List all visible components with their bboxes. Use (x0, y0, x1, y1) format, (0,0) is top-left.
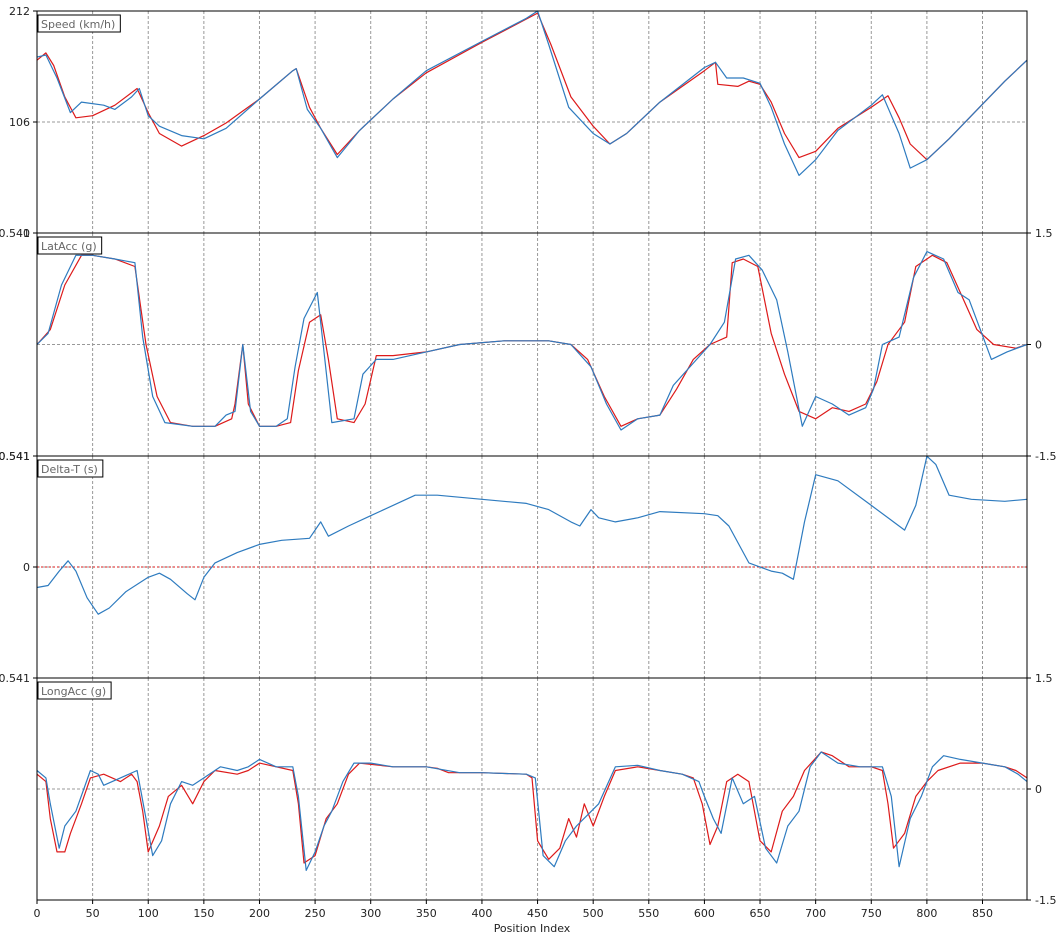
left-tick-label: 0.541 (0, 450, 30, 463)
x-tick-label: 450 (527, 907, 548, 920)
panel-3: 0.541 0 -0.541 Delta-T (s) (0, 450, 1028, 685)
x-tick-label: 350 (416, 907, 437, 920)
x-tick-label: 250 (305, 907, 326, 920)
x-tick-label: 550 (638, 907, 659, 920)
right-tick-label: 0 (1035, 783, 1042, 796)
panel-legend: Delta-T (s) (37, 459, 104, 478)
x-tick-label: 700 (805, 907, 826, 920)
x-tick-label: 850 (972, 907, 993, 920)
left-tick-label: 212 (9, 5, 30, 18)
left-tick-label: 0 (23, 561, 30, 574)
x-tick-label: 600 (694, 907, 715, 920)
x-tick-label: 100 (138, 907, 159, 920)
panel-4: 1.5 0 -1.5 LongAcc (g) (36, 672, 1056, 907)
panel-legend: LatAcc (g) (37, 236, 103, 255)
panel-legend-box (37, 14, 121, 33)
panel-legend-box (37, 236, 103, 255)
x-tick-label: 50 (86, 907, 100, 920)
left-tick-label: 0 (23, 227, 30, 240)
left-tick-label: -0.541 (0, 450, 30, 463)
series-line-blue (36, 455, 1028, 615)
panel-title: Delta-T (s) (41, 463, 98, 476)
x-tick-label: 500 (583, 907, 604, 920)
right-tick-label: -1.5 (1035, 894, 1056, 907)
panel-1: 212 106 0 Speed (km/h) (9, 5, 1028, 240)
panel-title: LongAcc (g) (41, 685, 106, 698)
x-tick-label: 750 (861, 907, 882, 920)
left-tick-label: 106 (9, 116, 30, 129)
x-tick-label: 800 (916, 907, 937, 920)
x-tick-label: 200 (249, 907, 270, 920)
right-tick-label: 0 (1035, 339, 1042, 352)
x-tick-label: 150 (193, 907, 214, 920)
series-line-blue (36, 751, 1028, 871)
panel-legend: LongAcc (g) (37, 681, 112, 700)
x-tick-label: 300 (360, 907, 381, 920)
x-axis-title: Position Index (494, 922, 571, 935)
right-tick-label: 1.5 (1035, 672, 1053, 685)
left-tick-label: 0.541 (0, 227, 30, 240)
panel-legend-box (37, 459, 104, 478)
panel-title: Speed (km/h) (41, 18, 115, 31)
x-tick-label: 650 (750, 907, 771, 920)
x-tick-label: 0 (34, 907, 41, 920)
series-line-blue (36, 251, 1028, 431)
x-tick-label: 400 (471, 907, 492, 920)
panel-legend: Speed (km/h) (37, 14, 121, 33)
right-tick-label: -1.5 (1035, 450, 1056, 463)
series-line-red (36, 12, 1028, 161)
series-line-red (36, 751, 1028, 864)
x-axis: 0 50 100 150 200 250 300 350 400 450 500 550 600 650 7… (34, 900, 993, 920)
panel-legend-box (37, 681, 112, 700)
left-tick-label: -0.541 (0, 672, 30, 685)
right-tick-label: 1.5 (1035, 227, 1053, 240)
panel-title: LatAcc (g) (41, 240, 97, 253)
